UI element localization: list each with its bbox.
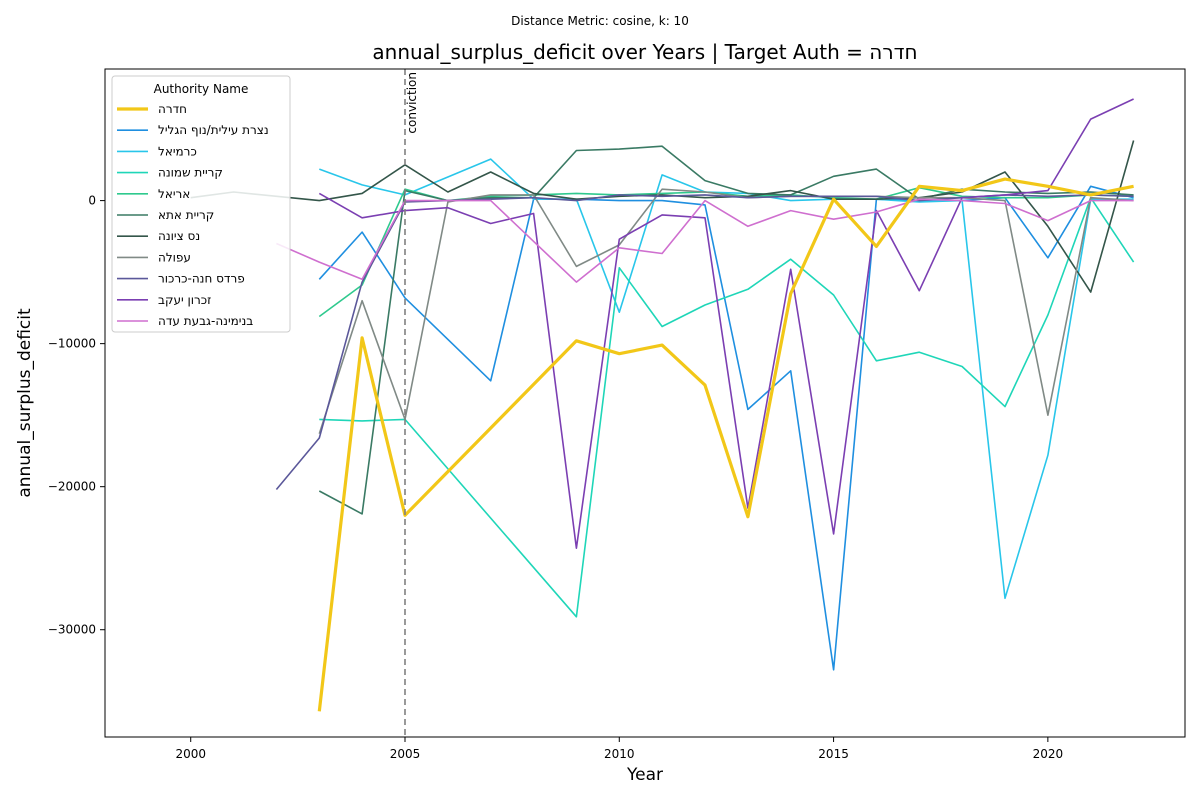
x-tick-label: 2005 xyxy=(390,747,421,761)
legend-label-10: בנימינה-גבעת עדה xyxy=(158,314,253,328)
conviction-label: conviction xyxy=(405,72,419,134)
legend-box xyxy=(111,75,291,333)
legend-label-7: עפולה xyxy=(158,250,191,264)
legend-label-9: זכרון יעקב xyxy=(158,293,211,307)
legend-label-8: פרדס חנה-כרכור xyxy=(158,272,245,286)
series-layer xyxy=(190,98,1135,712)
series-line-9 xyxy=(318,98,1134,549)
x-tick-label: 2000 xyxy=(175,747,206,761)
chart-title: annual_surplus_deficit over Years | Targ… xyxy=(372,40,918,64)
series-line-3 xyxy=(319,196,1135,618)
legend-label-5: קריית אתא xyxy=(158,208,214,222)
y-ticks: −30000 −20000 −10000 0 xyxy=(48,194,105,637)
legend-label-0: חדרה xyxy=(158,102,187,116)
legend: Authority Name חדרה נצרת עילית/נוף הגליל כר… xyxy=(111,75,291,333)
y-tick-label: 0 xyxy=(88,194,96,208)
series-line-1 xyxy=(318,185,1134,671)
vline-layer: conviction xyxy=(404,69,419,737)
plot-frame xyxy=(104,68,1186,738)
series-line-2 xyxy=(319,158,1134,600)
x-ticks: 2000 2005 2010 2015 2020 xyxy=(175,737,1063,761)
legend-label-6: נס ציונה xyxy=(158,229,200,243)
chart-suptitle: Distance Metric: cosine, k: 10 xyxy=(511,14,689,28)
x-axis-label: Year xyxy=(626,765,663,785)
legend-title: Authority Name xyxy=(154,82,249,96)
y-tick-label: −20000 xyxy=(48,480,96,494)
legend-label-3: קריית שמונה xyxy=(158,166,223,180)
series-line-7 xyxy=(318,188,1134,435)
legend-label-4: אריאל xyxy=(158,187,190,201)
x-tick-label: 2015 xyxy=(818,747,849,761)
legend-label-1: נצרת עילית/נוף הגליל xyxy=(158,123,269,137)
x-tick-label: 2020 xyxy=(1033,747,1064,761)
y-tick-label: −30000 xyxy=(48,623,96,637)
x-tick-label: 2010 xyxy=(604,747,635,761)
legend-label-2: כרמיאל xyxy=(158,144,197,158)
series-line-6 xyxy=(190,140,1135,293)
y-axis-label: annual_surplus_deficit xyxy=(15,308,35,498)
series-line-0 xyxy=(317,177,1134,712)
y-tick-label: −10000 xyxy=(48,337,96,351)
